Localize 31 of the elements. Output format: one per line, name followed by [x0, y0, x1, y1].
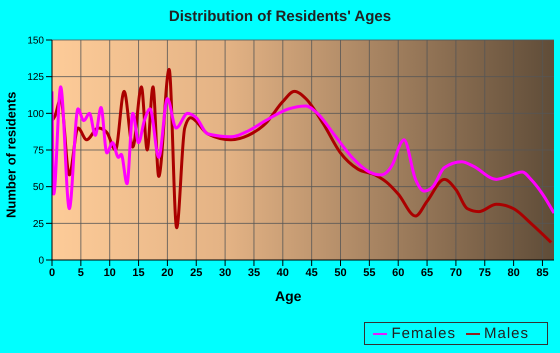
x-tick-label: 45	[306, 266, 318, 279]
y-tick-label: 100	[27, 108, 44, 120]
x-tick-label: 50	[334, 266, 347, 279]
y-tick-label: 50	[32, 182, 44, 194]
x-tick-label: 5	[78, 266, 84, 279]
y-tick-label: 125	[27, 72, 44, 84]
x-tick-label: 80	[507, 266, 520, 279]
chart-title: Distribution of Residents' Ages	[168, 8, 392, 25]
y-tick-label: 75	[32, 146, 44, 157]
x-tick-label: 20	[161, 266, 174, 279]
x-tick-label: 75	[478, 266, 491, 279]
legend-label: Females	[391, 325, 456, 342]
x-tick-label: 60	[392, 266, 404, 279]
x-tick-label: 15	[132, 266, 145, 279]
x-tick-label: 25	[190, 266, 202, 279]
x-tick-label: 70	[450, 266, 462, 279]
y-axis-title: Number of residents	[4, 92, 19, 218]
legend-label: Males	[484, 325, 529, 342]
x-tick-label: 10	[104, 266, 116, 279]
x-tick-label: 85	[536, 266, 549, 279]
x-tick-label: 65	[420, 266, 434, 279]
y-tick-label: 25	[32, 218, 44, 230]
x-tick-label: 35	[248, 266, 260, 279]
x-tick-label: 40	[276, 266, 289, 279]
x-axis-title: Age	[275, 288, 302, 304]
y-tick-label: 0	[38, 256, 44, 267]
y-tick-label: 150	[27, 36, 44, 47]
x-tick-label: 30	[218, 266, 232, 279]
x-tick-label: 0	[48, 266, 56, 279]
line-series	[52, 85, 554, 215]
x-tick-label: 55	[363, 266, 376, 279]
